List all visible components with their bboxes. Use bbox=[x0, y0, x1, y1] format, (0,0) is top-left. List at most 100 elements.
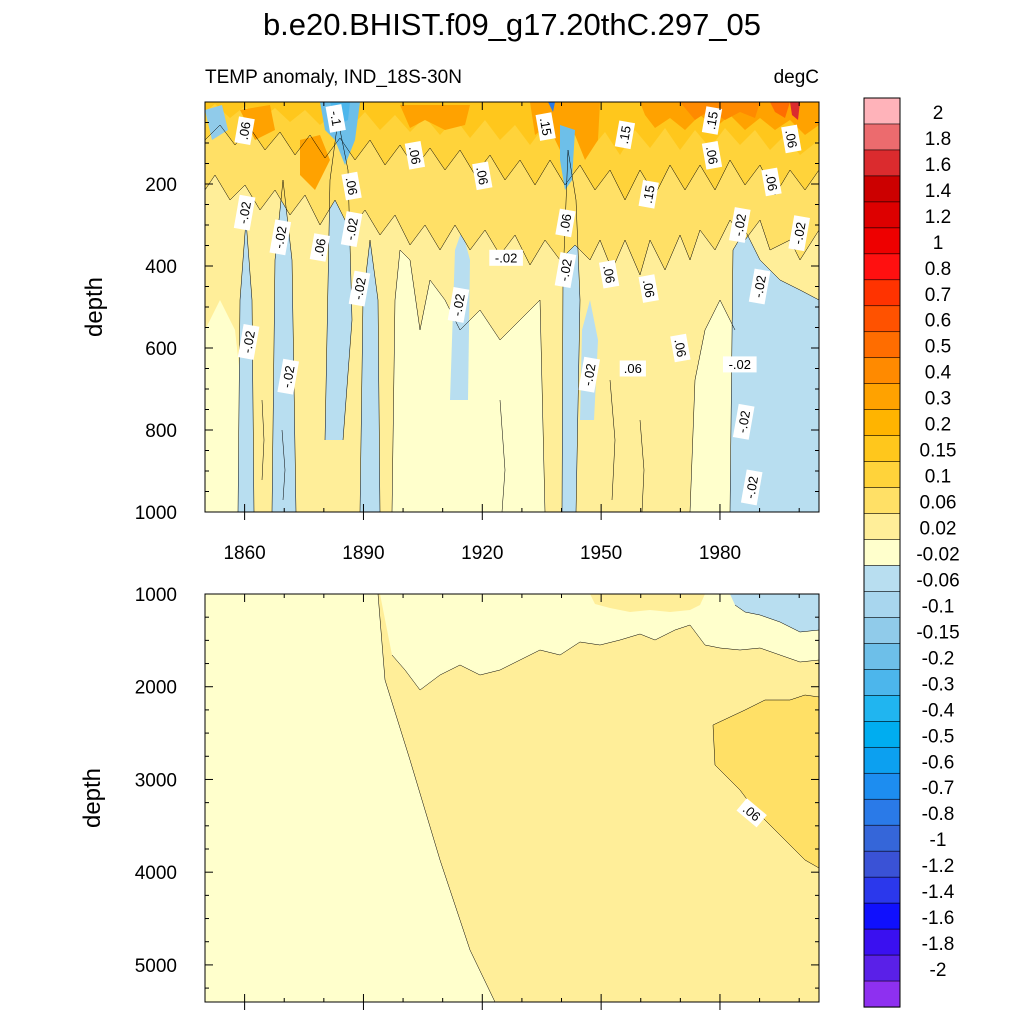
colorbar-swatch bbox=[863, 331, 901, 359]
contour-label-bg bbox=[619, 360, 646, 377]
contour-label-text: .06 bbox=[763, 172, 781, 192]
y-tick-label: 800 bbox=[145, 421, 177, 442]
colorbar-label: 2 bbox=[933, 103, 944, 124]
contour-label: -.02 bbox=[748, 268, 771, 305]
upper-cold-surface-band bbox=[205, 105, 228, 140]
upper-light-yellow-region bbox=[690, 300, 740, 512]
y-tick-label: 3000 bbox=[135, 770, 177, 791]
colorbar-swatch bbox=[863, 695, 901, 722]
colorbar-swatch bbox=[863, 591, 901, 619]
colorbar-swatch bbox=[863, 876, 901, 904]
contour-label-text: .06 bbox=[703, 145, 721, 165]
contour-label-bg bbox=[788, 215, 810, 252]
colorbar-label: -0.7 bbox=[922, 778, 955, 799]
lower-gold-region bbox=[713, 695, 819, 868]
colorbar-swatch bbox=[863, 123, 901, 151]
colorbar-swatch bbox=[863, 357, 901, 385]
contour-label: -.1 bbox=[325, 104, 346, 133]
contour-label: .15 bbox=[701, 106, 723, 135]
contour-label: .06 bbox=[761, 167, 782, 197]
colorbar-label: 1.4 bbox=[925, 181, 952, 202]
contour-label-bg bbox=[447, 286, 470, 323]
contour-label: .06 bbox=[341, 171, 362, 201]
contour-label: .06 bbox=[472, 161, 493, 191]
figure-title: b.e20.BHIST.f09_g17.20thC.297_05 bbox=[263, 7, 761, 42]
contour-label-bg bbox=[277, 358, 299, 395]
contour-label-text: .15 bbox=[703, 110, 721, 130]
colorbar-swatch bbox=[863, 902, 901, 930]
contour-label: -.02 bbox=[489, 249, 523, 266]
colorbar-label: 1.8 bbox=[925, 129, 951, 150]
contour-label-text: .06 bbox=[600, 264, 618, 284]
colorbar-swatch bbox=[863, 980, 901, 1008]
contour-label-bg bbox=[237, 323, 260, 360]
colorbar-label: 0.06 bbox=[920, 493, 957, 514]
contour-label-bg bbox=[325, 104, 346, 133]
contour-label-bg bbox=[309, 233, 331, 262]
x-tick-label: 1920 bbox=[461, 543, 503, 564]
y-tick-label: 2000 bbox=[135, 678, 177, 699]
contour-label-bg bbox=[340, 211, 363, 248]
contour-label-bg bbox=[729, 207, 751, 243]
upper-warm-surface-band bbox=[400, 105, 470, 130]
contour-label: -.02 bbox=[447, 286, 470, 323]
upper-blue-anomaly-region bbox=[238, 220, 254, 512]
colorbar-swatch bbox=[863, 149, 901, 177]
colorbar-label: -2 bbox=[930, 960, 947, 981]
colorbar-swatch bbox=[863, 227, 901, 255]
y-tick-label: 4000 bbox=[135, 863, 177, 884]
contour-label-bg bbox=[341, 171, 362, 201]
contour-label-bg bbox=[554, 252, 577, 289]
colorbar-swatch bbox=[863, 643, 901, 670]
contour-label-bg bbox=[404, 141, 426, 170]
upper-warm-surface-band bbox=[770, 102, 790, 118]
contour-label: -.02 bbox=[729, 207, 751, 243]
contour-label-text: -.02 bbox=[742, 475, 761, 500]
contour-label-text: .06 bbox=[406, 145, 424, 165]
contour-label-text: -.1 bbox=[327, 110, 344, 128]
contour-label: .15 bbox=[535, 112, 556, 141]
contour-label-text: .06 bbox=[782, 129, 800, 149]
colorbar-label: -0.06 bbox=[916, 571, 959, 592]
colorbar-swatch bbox=[863, 435, 901, 463]
contour-label: .06 bbox=[781, 124, 802, 154]
contour-label: -.02 bbox=[740, 469, 763, 506]
colorbar-label: 0.2 bbox=[925, 415, 951, 436]
colorbar-label: -0.1 bbox=[922, 596, 955, 617]
contour-label-bg bbox=[761, 167, 782, 197]
x-tick-label: 1950 bbox=[580, 543, 622, 564]
colorbar-frame bbox=[863, 97, 901, 1008]
contour-label-bg bbox=[348, 270, 371, 307]
colorbar-label: -1 bbox=[930, 830, 947, 851]
contour-label-bg bbox=[489, 249, 523, 266]
contour-label-text: .06 bbox=[311, 237, 329, 257]
contour-label-bg bbox=[740, 469, 763, 506]
colorbar-label: 0.6 bbox=[925, 311, 951, 332]
contour-label-bg bbox=[472, 161, 493, 191]
contour-label-bg bbox=[723, 356, 757, 373]
colorbar-label: -0.15 bbox=[916, 622, 959, 643]
contour-label: .15 bbox=[614, 120, 636, 150]
colorbar-swatch bbox=[863, 850, 901, 878]
contour-label-bg bbox=[732, 403, 755, 440]
upper-contour-labels: .06 -.1 .06 .06 .15 .15 .15 .06 .06 .06 -.02 -.02 .0… bbox=[233, 104, 810, 506]
contour-label-text: -.02 bbox=[734, 409, 753, 434]
contour-label: -.02 bbox=[348, 270, 371, 307]
colorbar-label: 0.8 bbox=[925, 259, 951, 280]
subtitle-right: degC bbox=[774, 67, 819, 88]
contour-label: -.02 bbox=[277, 358, 299, 395]
colorbar-label: -0.3 bbox=[922, 674, 955, 695]
contour-label-bg bbox=[233, 194, 256, 231]
colorbar-label: -0.5 bbox=[922, 726, 955, 747]
contour-label-text: .06 bbox=[624, 361, 642, 376]
colorbar-label: 1.6 bbox=[925, 155, 951, 176]
contour-label: -.02 bbox=[340, 211, 363, 248]
colorbar-swatch bbox=[863, 824, 901, 852]
colorbar-swatch bbox=[863, 175, 901, 203]
lower-light-yellow-region bbox=[380, 594, 819, 690]
contour-label: .15 bbox=[638, 180, 659, 209]
colorbar-label: -0.02 bbox=[916, 545, 959, 566]
colorbar-label: -1.4 bbox=[922, 882, 955, 903]
contour-label-text: -.02 bbox=[449, 293, 468, 318]
